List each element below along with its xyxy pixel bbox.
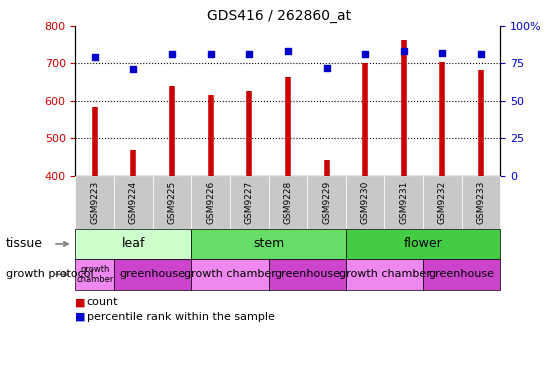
Text: greenhouse: greenhouse — [429, 269, 495, 279]
Point — [206, 51, 215, 57]
Text: GSM9231: GSM9231 — [399, 180, 408, 224]
Point — [476, 51, 485, 57]
Point — [438, 50, 447, 56]
Point — [322, 65, 331, 71]
Text: GSM9223: GSM9223 — [90, 180, 100, 224]
Text: GDS416 / 262860_at: GDS416 / 262860_at — [207, 9, 352, 23]
Text: tissue: tissue — [6, 238, 42, 250]
Text: GSM9226: GSM9226 — [206, 180, 215, 224]
Text: flower: flower — [404, 238, 442, 250]
Text: growth protocol: growth protocol — [6, 269, 93, 279]
Text: greenhouse: greenhouse — [120, 269, 186, 279]
Text: ■: ■ — [75, 312, 86, 322]
Text: GSM9229: GSM9229 — [322, 180, 331, 224]
Text: GSM9227: GSM9227 — [245, 180, 254, 224]
Point — [168, 51, 177, 57]
Text: GSM9233: GSM9233 — [476, 180, 486, 224]
Text: growth chamber: growth chamber — [339, 269, 430, 279]
Text: GSM9232: GSM9232 — [438, 180, 447, 224]
Text: percentile rank within the sample: percentile rank within the sample — [87, 312, 274, 322]
Text: GSM9228: GSM9228 — [283, 180, 292, 224]
Point — [91, 54, 100, 60]
Text: GSM9230: GSM9230 — [361, 180, 369, 224]
Point — [399, 48, 408, 54]
Text: GSM9225: GSM9225 — [168, 180, 177, 224]
Text: leaf: leaf — [122, 238, 145, 250]
Point — [361, 51, 369, 57]
Text: count: count — [87, 297, 118, 307]
Text: ■: ■ — [75, 297, 86, 307]
Point — [129, 66, 138, 72]
Text: stem: stem — [253, 238, 284, 250]
Text: GSM9224: GSM9224 — [129, 181, 138, 224]
Point — [283, 48, 292, 54]
Point — [245, 51, 254, 57]
Text: greenhouse: greenhouse — [274, 269, 340, 279]
Text: growth
chamber: growth chamber — [76, 265, 113, 284]
Text: growth chamber: growth chamber — [184, 269, 276, 279]
